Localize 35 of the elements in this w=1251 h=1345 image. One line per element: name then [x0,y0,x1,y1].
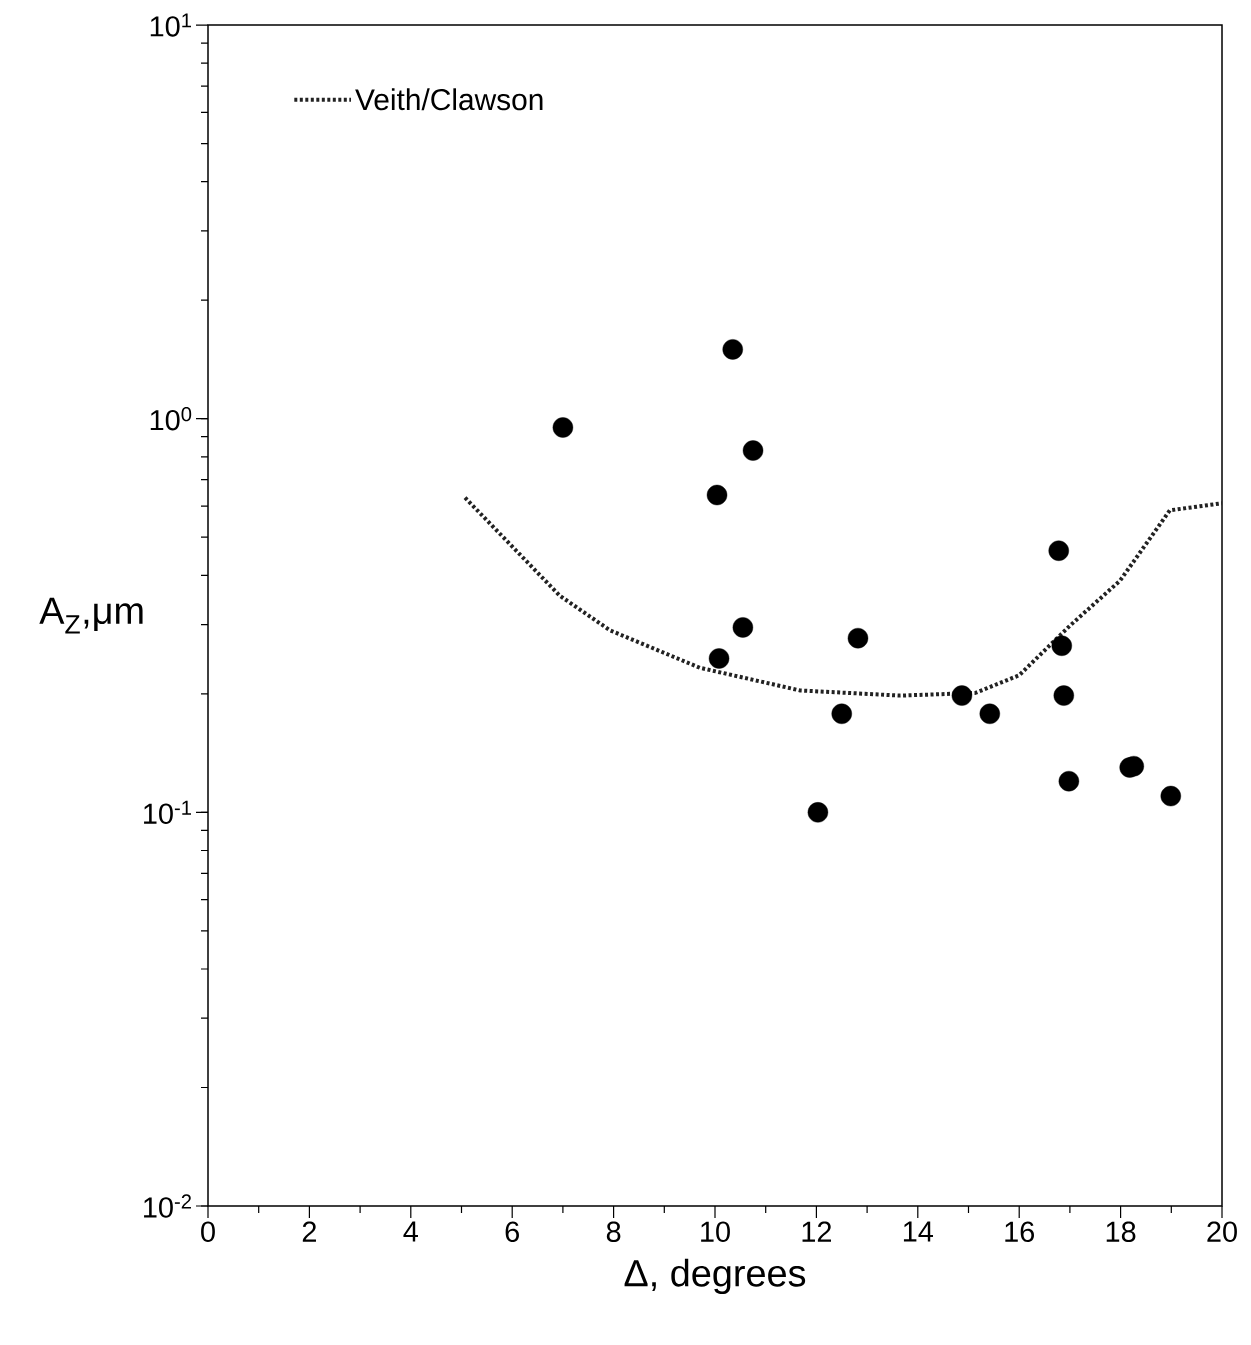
x-tick-label: 10 [701,1221,730,1242]
x-tick-label: 20 [1207,1221,1237,1242]
y-tick-label: 10$^{-1}$ [144,800,191,824]
point [979,703,1000,724]
x-tick-label: 0 [201,1221,215,1242]
y-tick-label: 10$^{0}$ [150,407,192,431]
y-tick-label: 10$^{1}$ [150,13,191,37]
legend-label: Veith/Clawson [355,88,543,111]
x-tick-label: 2 [302,1221,316,1242]
point [1053,685,1075,706]
point [1058,770,1080,792]
y-axis-title: A$_{Z}$,μm [39,597,143,634]
point [708,648,730,669]
point [831,703,852,724]
x-tick-label: 4 [403,1221,418,1242]
y-tick-label: 10$^{-2}$ [144,1194,191,1218]
point [1160,785,1181,807]
x-tick-label: 18 [1106,1221,1136,1242]
x-axis-title: Δ, degrees [624,1258,806,1295]
x-tick-label: 8 [606,1221,621,1242]
point [722,339,743,360]
x-tick-label: 12 [802,1221,832,1242]
point [951,685,973,706]
point [732,617,754,638]
point [706,484,728,506]
x-tick-label: 6 [505,1221,519,1242]
point [1048,540,1069,561]
x-tick-label: 14 [903,1221,934,1242]
point [742,440,764,461]
line-series [463,495,1222,698]
point [847,627,869,649]
x-tick-label: 16 [1005,1221,1034,1242]
point [807,802,829,823]
point [552,417,574,438]
point [1051,635,1072,656]
